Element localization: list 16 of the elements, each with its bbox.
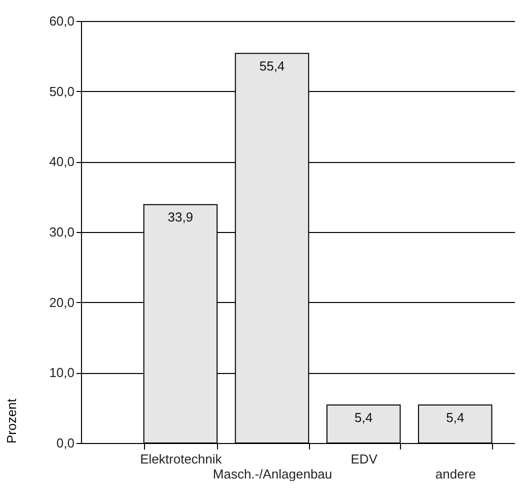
y-tick-label: 50,0 <box>49 84 74 99</box>
y-tick-label: 10,0 <box>49 365 74 380</box>
x-tick-label: Masch.-/Anlagenbau <box>212 466 332 482</box>
data-label: 55,4 <box>259 58 285 74</box>
x-tick-label: EDV <box>350 452 378 466</box>
y-tick-label: 40,0 <box>49 154 74 170</box>
y-tick-label: 20,0 <box>49 294 74 310</box>
data-label: 33,9 <box>168 210 194 225</box>
y-axis-title: Prozent <box>4 398 20 444</box>
y-tick-label: 30,0 <box>49 224 74 240</box>
y-tick-label: 60,0 <box>49 14 74 28</box>
x-tick-label: Elektrotechnik <box>140 452 222 466</box>
data-label: 5,4 <box>446 410 464 426</box>
y-tick-label: 0,0 <box>56 436 74 450</box>
data-label: 5,4 <box>354 410 373 426</box>
x-tick-label: andere <box>435 466 476 482</box>
